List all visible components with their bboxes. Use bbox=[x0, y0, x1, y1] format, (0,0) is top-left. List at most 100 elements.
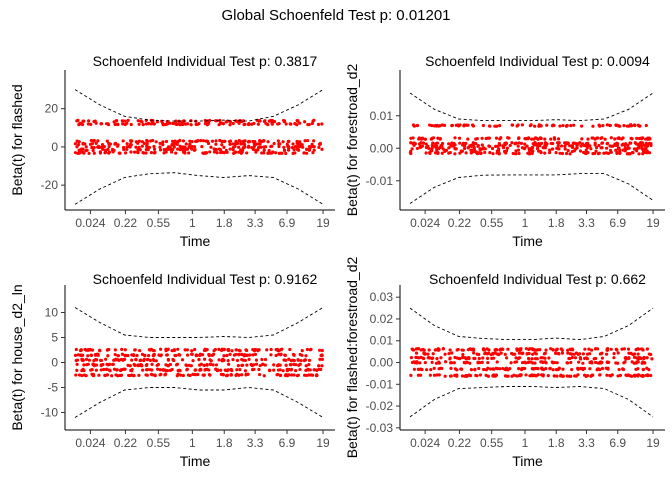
scatter-point bbox=[462, 123, 466, 127]
scatter-point bbox=[289, 368, 293, 372]
scatter-point bbox=[471, 141, 475, 145]
scatter-point bbox=[555, 361, 559, 365]
scatter-point bbox=[233, 144, 237, 149]
scatter-point bbox=[257, 348, 261, 352]
scatter-point bbox=[277, 363, 281, 367]
scatter-point bbox=[561, 123, 565, 128]
scatter-point bbox=[254, 362, 259, 366]
scatter-point bbox=[502, 149, 507, 154]
scatter-point bbox=[437, 373, 441, 377]
scatter-point bbox=[186, 373, 190, 377]
scatter-point bbox=[242, 123, 246, 127]
scatter-point bbox=[116, 143, 120, 147]
scatter-point bbox=[628, 141, 632, 145]
scatter-point bbox=[244, 373, 248, 377]
scatter-point bbox=[420, 144, 425, 148]
scatter-point bbox=[240, 373, 244, 377]
scatter-point bbox=[262, 151, 266, 155]
scatter-point bbox=[584, 151, 588, 156]
scatter-point bbox=[438, 137, 442, 141]
scatter-point bbox=[184, 142, 188, 146]
scatter-point bbox=[98, 349, 102, 353]
scatter-point bbox=[570, 144, 575, 148]
scatter-point bbox=[645, 373, 650, 377]
scatter-point bbox=[593, 141, 597, 145]
scatter-point bbox=[275, 373, 279, 377]
scatter-point bbox=[252, 144, 256, 148]
scatter-point bbox=[133, 348, 137, 352]
scatter-point bbox=[243, 369, 248, 373]
scatter-point bbox=[194, 368, 198, 372]
scatter-point bbox=[239, 151, 243, 155]
scatter-point bbox=[80, 368, 84, 373]
scatter-point bbox=[247, 357, 251, 361]
scatter-point bbox=[421, 141, 426, 145]
scatter-point bbox=[553, 360, 557, 365]
scatter-point bbox=[263, 357, 268, 362]
scatter-point bbox=[107, 144, 111, 149]
y-axis-label: Beta(t) for house_d2_ln bbox=[9, 284, 25, 430]
scatter-point bbox=[298, 352, 302, 357]
x-tick-label: 0.55 bbox=[147, 436, 171, 450]
scatter-point bbox=[145, 357, 149, 362]
scatter-point bbox=[77, 140, 81, 144]
scatter-point bbox=[135, 353, 139, 358]
scatter-point bbox=[247, 140, 252, 144]
scatter-point bbox=[644, 141, 648, 145]
scatter-point bbox=[250, 363, 254, 368]
scatter-point bbox=[276, 348, 280, 353]
scatter-point bbox=[113, 142, 117, 146]
scatter-point bbox=[302, 151, 306, 155]
scatter-point bbox=[609, 347, 613, 351]
scatter-point bbox=[530, 146, 535, 150]
panel-4: Schoenfeld Individual Test p: 0.662 0.03 0… bbox=[344, 257, 665, 469]
scatter-point bbox=[201, 151, 205, 155]
scatter-point bbox=[481, 147, 485, 151]
scatter-point bbox=[125, 121, 129, 125]
scatter-point bbox=[73, 151, 78, 155]
scatter-point bbox=[594, 149, 598, 153]
scatter-point bbox=[296, 148, 301, 152]
scatter-point bbox=[610, 373, 614, 377]
scatter-point bbox=[514, 356, 518, 360]
scatter-point bbox=[447, 142, 451, 146]
scatter-point bbox=[214, 139, 218, 143]
scatter-point bbox=[584, 356, 588, 360]
scatter-point bbox=[277, 144, 281, 149]
scatter-point bbox=[580, 124, 584, 128]
scatter-point bbox=[474, 373, 478, 378]
scatter-point bbox=[508, 367, 512, 371]
scatter-point bbox=[254, 150, 258, 154]
scatter-point bbox=[303, 139, 307, 143]
scatter-point bbox=[449, 361, 453, 365]
scatter-point bbox=[409, 356, 414, 360]
scatter-point bbox=[411, 142, 415, 146]
scatter-point bbox=[202, 363, 206, 368]
scatter-point bbox=[644, 123, 648, 128]
scatter-point bbox=[281, 140, 285, 144]
scatter-point bbox=[317, 142, 322, 146]
scatter-point bbox=[535, 147, 540, 151]
scatter-point bbox=[132, 362, 136, 367]
scatter-point bbox=[527, 357, 531, 361]
scatter-point bbox=[142, 141, 146, 145]
scatter-point bbox=[143, 354, 147, 358]
scatter-point bbox=[475, 152, 479, 156]
scatter-point bbox=[299, 358, 303, 363]
scatter-point bbox=[222, 151, 226, 155]
scatter-point bbox=[296, 119, 300, 123]
scatter-point bbox=[276, 368, 281, 372]
scatter-point bbox=[312, 148, 316, 152]
scatter-point bbox=[586, 137, 590, 141]
scatter-point bbox=[415, 146, 419, 151]
scatter-point bbox=[523, 366, 527, 371]
scatter-point bbox=[138, 358, 142, 363]
scatter-point bbox=[222, 145, 226, 150]
scatter-point bbox=[234, 119, 238, 123]
scatter-point bbox=[466, 356, 470, 360]
scatter-point bbox=[92, 139, 96, 143]
scatter-point bbox=[174, 353, 178, 358]
scatter-point bbox=[469, 348, 474, 352]
scatter-point bbox=[486, 374, 491, 378]
